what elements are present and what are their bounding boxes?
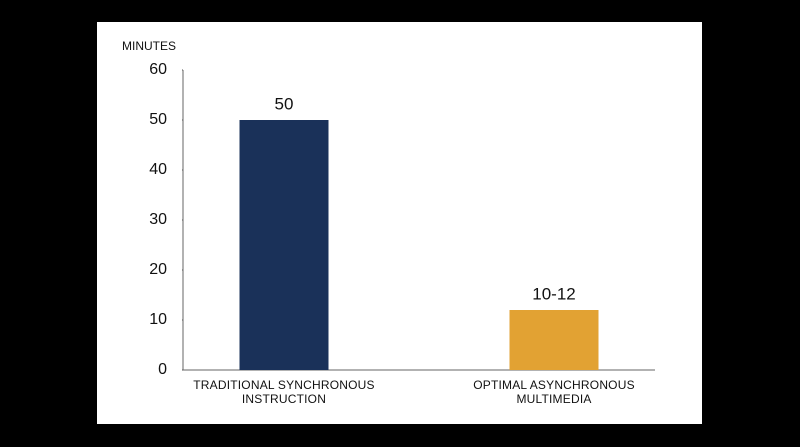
bar bbox=[239, 120, 329, 370]
x-tick-label: OPTIMAL ASYNCHRONOUS MULTIMEDIA bbox=[473, 378, 635, 406]
y-tick-label: 20 bbox=[149, 261, 167, 278]
y-tick-label: 0 bbox=[158, 361, 167, 378]
value-label: 50 bbox=[275, 94, 294, 113]
y-tick-label: 40 bbox=[149, 161, 167, 178]
bar bbox=[509, 310, 599, 370]
x-tick-label: TRADITIONAL SYNCHRONOUS INSTRUCTION bbox=[193, 378, 375, 406]
value-label: 10-12 bbox=[532, 284, 575, 303]
y-tick-label: 30 bbox=[149, 211, 167, 228]
y-tick-label: 60 bbox=[149, 61, 167, 78]
chart-panel bbox=[97, 22, 702, 424]
y-axis-label: MINUTES bbox=[122, 39, 176, 53]
y-tick-label: 10 bbox=[149, 311, 167, 328]
y-tick-label: 50 bbox=[149, 111, 167, 128]
